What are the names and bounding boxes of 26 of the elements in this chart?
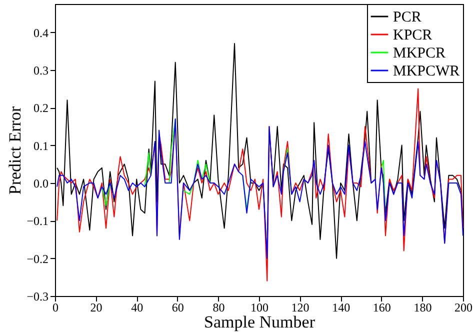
y-tick-label: 0.0 [34,176,48,190]
x-axis-title: Sample Number [204,312,316,332]
x-tick-label: 200 [454,300,472,314]
y-tick-label: −0.3 [26,290,48,304]
y-tick-label: 0.4 [34,26,48,40]
x-tick-label: 40 [131,300,144,314]
y-tick-label: 0.3 [34,63,48,78]
x-tick-label: 60 [172,300,184,314]
x-tick-label: 80 [212,300,225,314]
y-tick-label: 0.2 [34,101,48,116]
x-tick-label: 140 [332,300,350,314]
line-series [56,118,464,259]
x-tick-label: 0 [52,300,58,314]
legend-label: KPCR [393,28,432,44]
x-tick-label: 120 [291,300,310,314]
x-tick-label: 160 [372,300,391,314]
legend-label: MKPCR [393,46,446,62]
x-tick-label: 100 [250,300,268,314]
y-tick-label: −0.1 [26,214,48,228]
x-tick-label: 20 [90,300,102,314]
y-tick-label: −0.2 [26,252,48,266]
y-tick-label: 0.1 [34,138,48,153]
legend-label: MKPCWR [393,64,460,80]
x-tick-label: 180 [414,300,432,314]
legend-label: PCR [393,10,422,26]
y-axis-title: Predict Error [6,106,25,195]
